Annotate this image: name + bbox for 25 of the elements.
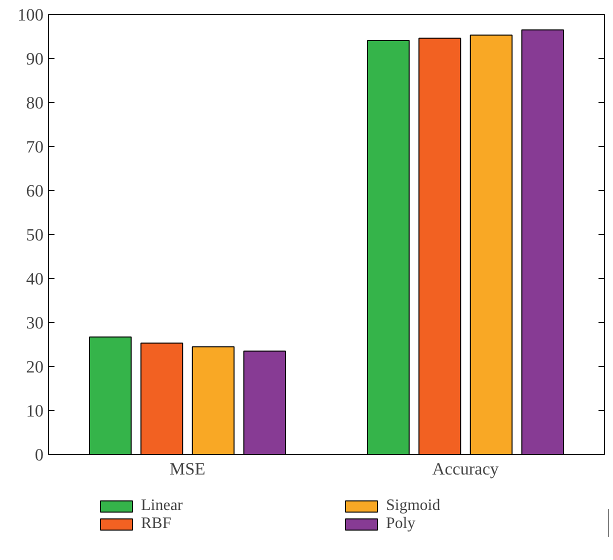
legend-label: Sigmoid [386,497,442,515]
y-tick-label: 70 [26,138,44,156]
bar [470,34,513,454]
bar [521,29,564,454]
y-tick-label: 90 [26,50,44,68]
y-tick-label: 100 [18,6,44,24]
bar [367,40,410,454]
y-tick-label: 80 [26,94,44,112]
bar [243,350,286,454]
legend-label: RBF [141,515,172,533]
y-tick-label: 30 [26,314,44,332]
y-tick-label: 20 [26,358,44,376]
bar [192,346,235,454]
y-tick-label: 60 [26,182,44,200]
y-tick-label: 10 [26,402,44,420]
bar [89,336,132,454]
x-tick-label: MSE [170,460,206,478]
legend-label: Linear [141,497,184,515]
bar [418,38,462,454]
y-tick-label: 50 [26,226,44,244]
y-tick-label: 0 [34,446,44,464]
bar [140,342,184,454]
legend-label: Poly [386,515,416,533]
x-tick-label: Accuracy [432,460,500,478]
y-tick-label: 40 [26,270,44,288]
